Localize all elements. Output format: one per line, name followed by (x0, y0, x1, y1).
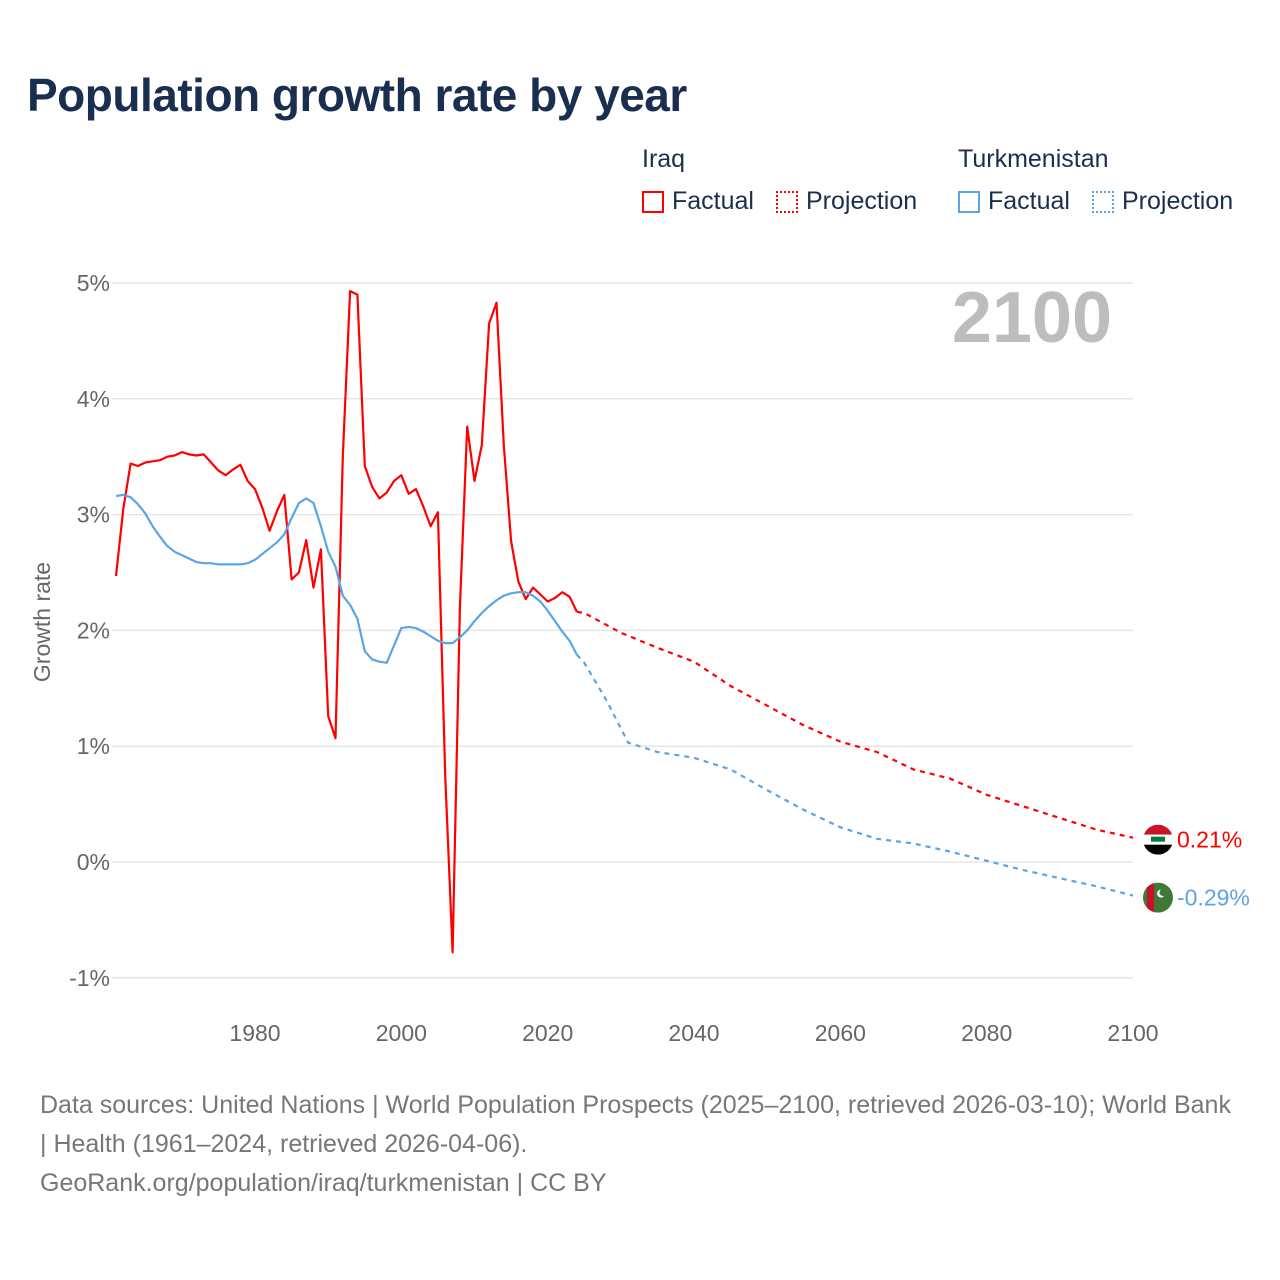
legend-swatch-solid (642, 190, 664, 213)
x-tick-label: 1980 (229, 1020, 280, 1046)
y-tick-label: -1% (69, 965, 110, 991)
x-tick-label: 2000 (376, 1020, 427, 1046)
legend-swatch-solid (958, 190, 980, 213)
end-value-label: 0.21% (1177, 827, 1242, 853)
x-tick-label: 2080 (961, 1020, 1012, 1046)
line-chart: -1% 0% 1% 2% 3% 4% 5% 1980 2000 2020 2040 2060 2080 2… (29, 270, 1250, 1046)
legend-swatch-dotted (1092, 190, 1114, 213)
legend-item-factual[interactable]: Factual (642, 187, 754, 216)
x-tick-label: 2100 (1107, 1020, 1158, 1046)
series-line-projection-iraq (576, 610, 1134, 839)
legend-item-projection[interactable]: Projection (1092, 187, 1233, 216)
series-line-factual-turkmenistan (115, 493, 578, 664)
y-tick-label: 5% (77, 270, 110, 296)
y-tick-label: 1% (77, 733, 110, 759)
series-line-projection-turkmenistan (576, 653, 1134, 897)
legend-item-factual[interactable]: Factual (958, 187, 1070, 216)
end-value-label: -0.29% (1177, 885, 1250, 911)
legend-label: Factual (988, 187, 1070, 215)
sources-note: Data sources: United Nations | World Pop… (40, 1086, 1240, 1203)
y-axis-label: Growth rate (29, 562, 55, 682)
legend-label: Projection (806, 187, 918, 215)
year-annotation: 2100 (952, 278, 1112, 358)
legend-country-label: Turkmenistan (958, 145, 1109, 173)
series-line-factual-iraq (114, 290, 578, 954)
legend-label: Factual (672, 187, 754, 215)
legend-item-projection[interactable]: Projection (776, 187, 917, 216)
x-tick-label: 2020 (522, 1020, 573, 1046)
turkmenistan-flag-icon (1143, 882, 1173, 913)
y-tick-label: 4% (77, 386, 110, 412)
iraq-flag-icon (1143, 824, 1173, 855)
legend-label: Projection (1122, 187, 1234, 215)
x-tick-label: 2040 (668, 1020, 719, 1046)
legend-country-label: Iraq (642, 145, 686, 173)
y-tick-label: 0% (77, 849, 110, 875)
y-tick-label: 3% (77, 502, 110, 528)
chart-title: Population growth rate by year (27, 69, 687, 121)
legend-swatch-dotted (776, 190, 798, 213)
attribution-link[interactable]: GeoRank.org/population/iraq/turkmenistan… (40, 1169, 607, 1197)
data-sources-text: Data sources: United Nations | World Pop… (40, 1091, 1231, 1158)
x-tick-label: 2060 (815, 1020, 866, 1046)
y-tick-label: 2% (77, 617, 110, 643)
